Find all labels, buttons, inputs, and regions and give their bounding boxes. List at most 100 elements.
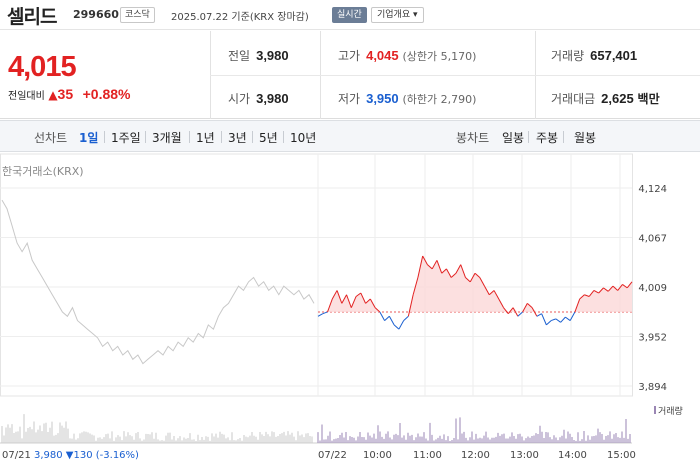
tab-1week[interactable]: 1주일 (111, 131, 141, 145)
today-segment (450, 272, 457, 278)
today-segment (365, 298, 371, 304)
today-segment (393, 324, 400, 330)
tab-separator (104, 131, 105, 143)
low-value: 3,950 (366, 91, 399, 106)
today-segment (546, 320, 552, 326)
tab-separator (528, 131, 529, 143)
today-segment (512, 307, 519, 317)
x-tick-label: 10:00 (363, 450, 392, 461)
today-segment (517, 311, 523, 317)
today-segment (327, 298, 333, 313)
tab-1year[interactable]: 1년 (196, 131, 215, 145)
today-segment (503, 307, 509, 314)
open-stat: 시가 3,980 (228, 90, 289, 107)
date-text: 2025.07.22 기준(KRX 장마감) (171, 12, 309, 23)
y-tick-label: 4,067 (638, 234, 667, 245)
lower-limit: (하한가 2,790) (402, 93, 477, 106)
today-segment (422, 255, 428, 265)
today-segment (569, 311, 576, 321)
amount-value: 2,625 (601, 91, 634, 106)
today-segment (555, 318, 561, 323)
today-segment (360, 292, 367, 304)
today-segment (584, 294, 590, 297)
today-segment (607, 285, 614, 292)
chart-tab-bar: 선차트 1일 1주일 3개월 1년 3년 5년 10년 봉차트 일봉 주봉 월봉 (0, 120, 700, 152)
low-label: 저가 (338, 92, 361, 106)
prev-close-stat: 전일 3,980 (228, 47, 289, 64)
tab-daily-candle[interactable]: 일봉 (502, 131, 525, 145)
today-segment (417, 255, 424, 278)
today-segment (536, 313, 542, 317)
tab-separator (145, 131, 146, 143)
volume-legend-label: 거래량 (658, 405, 683, 417)
tab-3year[interactable]: 3년 (228, 131, 247, 145)
stock-code: 299660 (73, 8, 119, 21)
realtime-button[interactable]: 실시간 (332, 7, 367, 23)
today-segment (522, 303, 528, 313)
today-segment (479, 277, 485, 287)
today-segment (574, 298, 581, 313)
today-segment (355, 292, 362, 297)
today-segment (455, 264, 462, 274)
today-segment (493, 290, 500, 300)
today-segment (388, 316, 395, 326)
tab-separator (252, 131, 253, 143)
x-tick-label: 12:00 (461, 450, 490, 461)
today-segment (617, 284, 623, 291)
today-segment (579, 294, 585, 300)
x-tick-label: 07/22 (318, 450, 347, 461)
change-label: 전일대비 (8, 91, 45, 102)
today-segment (441, 268, 447, 274)
footer-prev-price: 3,980 ▼130 (-3.16%) (34, 450, 139, 461)
today-segment (465, 277, 471, 283)
tab-10year[interactable]: 10년 (290, 131, 317, 145)
x-tick-label: 14:00 (558, 450, 587, 461)
tab-weekly-candle[interactable]: 주봉 (536, 131, 559, 145)
today-segment (488, 290, 495, 296)
high-stat: 고가 4,045 (상한가 5,170) (338, 47, 476, 64)
open-label: 시가 (228, 92, 251, 106)
y-tick-label: 4,124 (638, 184, 667, 195)
today-segment (498, 298, 504, 308)
tab-separator (563, 131, 564, 143)
today-segment (369, 298, 376, 308)
today-segment (603, 287, 609, 292)
tab-separator (283, 131, 284, 143)
high-value: 4,045 (366, 48, 399, 63)
tab-1day[interactable]: 1일 (79, 131, 99, 145)
change-amount: 35 (57, 86, 74, 102)
amount-unit: 백만 (637, 92, 660, 106)
volume-value: 657,401 (590, 48, 638, 63)
today-segment (469, 272, 476, 283)
today-segment (384, 315, 390, 321)
tab-separator (221, 131, 222, 143)
today-segment (507, 307, 514, 314)
today-segment (407, 294, 414, 317)
today-segment (403, 315, 409, 321)
today-segment (474, 272, 481, 278)
tab-5year[interactable]: 5년 (259, 131, 278, 145)
company-overview-dropdown[interactable]: 기업개요 ▾ (371, 7, 424, 23)
tab-3month[interactable]: 3개월 (152, 131, 182, 145)
prev-day-series (1, 199, 315, 365)
today-segment (398, 320, 405, 330)
stock-name: 셀리드 (7, 6, 57, 28)
x-tick-label: 11:00 (413, 450, 442, 461)
market-badge: 코스닥 (120, 7, 155, 23)
y-tick-label: 3,894 (638, 382, 667, 393)
change-percent: +0.88% (82, 86, 131, 102)
up-arrow-icon: ▲ (48, 88, 58, 102)
volume-stat: 거래량 657,401 (551, 47, 637, 64)
today-segment (593, 290, 599, 294)
today-segment (598, 287, 604, 294)
low-stat: 저가 3,950 (하한가 2,790) (338, 90, 476, 107)
today-segment (484, 285, 490, 295)
today-segment (350, 296, 357, 308)
today-segment (622, 284, 628, 289)
high-label: 고가 (338, 49, 361, 63)
prev-close-value: 3,980 (256, 48, 289, 63)
today-segment (612, 285, 619, 291)
tab-monthly-candle[interactable]: 월봉 (574, 131, 597, 145)
today-segment (427, 264, 433, 270)
price-chart[interactable]: 한국거래소(KRX) 4,124 4,067 4,009 3,952 3,894 거래량 0… (0, 153, 700, 465)
